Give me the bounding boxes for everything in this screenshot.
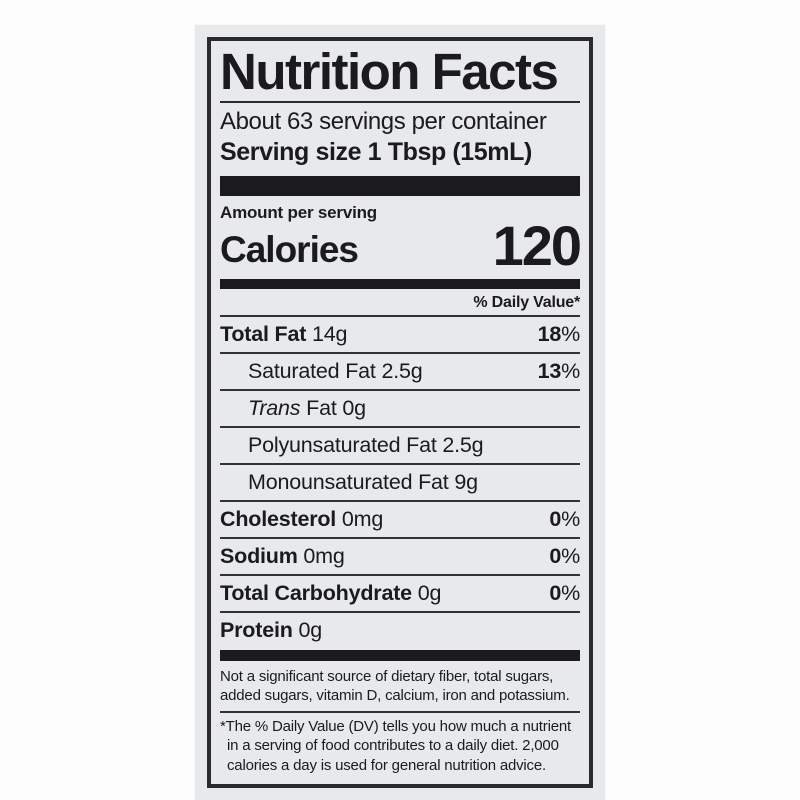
row-cholesterol: Cholesterol 0mg 0% — [220, 502, 580, 539]
nutrient-name: Total Carbohydrate 0g — [220, 580, 442, 605]
row-saturated-fat: Saturated Fat 2.5g 13% — [220, 354, 580, 391]
row-polyunsaturated-fat: Polyunsaturated Fat 2.5g — [220, 428, 580, 465]
nutrition-facts-label: Nutrition Facts About 63 servings per co… — [195, 25, 605, 800]
footnote-divider-bar — [220, 649, 580, 661]
nutrient-name: Cholesterol 0mg — [220, 506, 384, 531]
row-monounsaturated-fat: Monounsaturated Fat 9g — [220, 465, 580, 502]
row-protein: Protein 0g — [220, 613, 580, 648]
thick-divider-bar — [220, 176, 580, 197]
nutrient-name: Trans Fat 0g — [248, 395, 366, 420]
calories-value: 120 — [492, 214, 582, 278]
nutrient-name: Saturated Fat 2.5g — [248, 358, 423, 383]
title-divider — [220, 101, 580, 104]
serving-size-line: Serving size 1 Tbsp (15mL) — [220, 138, 580, 167]
serving-size-value: 1 Tbsp (15mL) — [367, 138, 533, 167]
daily-value-header: % Daily Value* — [473, 293, 580, 311]
row-total-carbohydrate: Total Carbohydrate 0g 0% — [220, 576, 580, 613]
calories-label: Calories — [220, 228, 359, 270]
calories-row: Calories 120 — [220, 214, 582, 278]
nutrient-name: Polyunsaturated Fat 2.5g — [248, 432, 484, 457]
medium-divider-bar — [220, 278, 580, 289]
row-sodium: Sodium 0mg 0% — [220, 539, 580, 576]
footnote-asterisk: * — [220, 717, 226, 735]
nutrient-daily-value: 13% — [537, 358, 581, 383]
footnote-divider — [220, 710, 580, 713]
row-divider — [220, 314, 580, 317]
nutrient-name: Protein 0g — [220, 617, 322, 642]
label-border-box: Nutrition Facts About 63 servings per co… — [207, 37, 593, 789]
nutrient-daily-value: 18% — [537, 321, 581, 346]
nutrient-name: Total Fat 14g — [220, 321, 348, 346]
amount-per-serving-label: Amount per serving — [220, 203, 377, 223]
row-total-fat: Total Fat 14g 18% — [220, 317, 580, 354]
nutrient-daily-value: 0% — [549, 543, 580, 568]
label-title: Nutrition Facts — [220, 43, 559, 100]
serving-size-label: Serving size — [220, 138, 362, 167]
row-trans-fat: Trans Fat 0g — [220, 391, 580, 428]
nutrient-daily-value: 0% — [549, 580, 580, 605]
nutrient-daily-value: 0% — [549, 506, 580, 531]
servings-per-container: About 63 servings per container — [220, 108, 547, 136]
not-significant-source-footnote: Not a significant source of dietary fibe… — [220, 667, 570, 705]
daily-value-footnote: *The % Daily Value (DV) tells you how mu… — [220, 717, 571, 774]
nutrient-name: Monounsaturated Fat 9g — [248, 469, 478, 494]
nutrient-name: Sodium 0mg — [220, 543, 345, 568]
